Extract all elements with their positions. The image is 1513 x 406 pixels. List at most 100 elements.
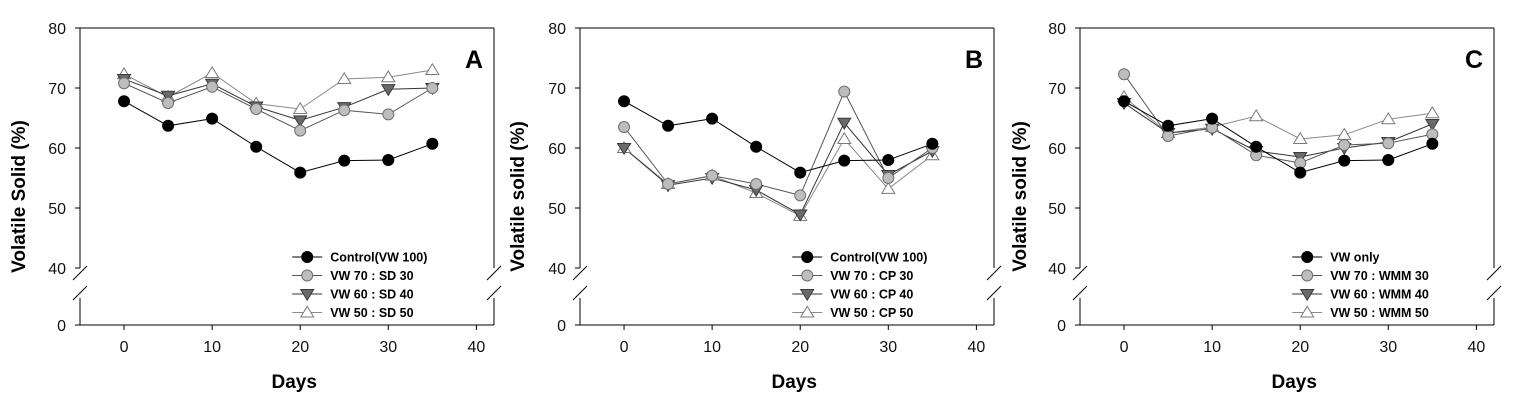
data-point [162, 97, 175, 109]
data-point [1336, 127, 1352, 140]
legend-marker [799, 305, 815, 318]
y-tick-label: 60 [548, 141, 566, 158]
data-point [338, 104, 351, 117]
data-point [380, 70, 396, 83]
data-point [1250, 140, 1263, 153]
data-point [662, 178, 675, 190]
data-point [882, 172, 895, 184]
chart-panel-b: 0 40 50 60 70 80 0 10 20 30 40 Days Volatile solid (… [508, 21, 1002, 393]
legend-label: VW 60 : WMM 40 [1330, 288, 1429, 302]
data-point [618, 121, 631, 133]
x-tick-label: 10 [1203, 339, 1221, 356]
legend-marker [801, 251, 814, 263]
legend: VW only VW 70 : WMM 30 VW 60 : WMM 40 VW 50… [1292, 251, 1429, 320]
data-point [206, 80, 219, 93]
series-line [123, 69, 433, 110]
data-point [882, 154, 895, 166]
data-point [294, 124, 307, 137]
series-line [1123, 100, 1433, 174]
data-point [706, 112, 719, 125]
chart-panel-c: 0 40 50 60 70 80 0 10 20 30 40 Days Volatile solid (… [1010, 21, 1502, 393]
legend-label: Control(VW 100) [330, 251, 427, 265]
data-point [750, 178, 763, 190]
data-point [1248, 109, 1264, 122]
data-point [250, 103, 263, 115]
data-point [662, 119, 675, 132]
data-point [294, 166, 307, 179]
data-point [1424, 118, 1440, 132]
legend-label: VW 50 : SD 50 [330, 306, 413, 320]
y-tick-label: 80 [48, 21, 66, 38]
data-point [926, 137, 939, 150]
legend-label: VW 70 : SD 30 [330, 269, 413, 283]
legend-label: Control(VW 100) [830, 251, 927, 265]
data-point [1380, 112, 1396, 125]
data-point [1206, 112, 1219, 125]
x-tick-label: 30 [1379, 339, 1397, 356]
y-axis-title: Volatile solid (%) [508, 121, 529, 272]
data-point [380, 84, 396, 97]
x-tick-label: 0 [120, 339, 129, 356]
data-point [338, 154, 351, 167]
data-point [706, 169, 719, 182]
data-point [1294, 166, 1307, 179]
x-tick-label: 20 [291, 339, 309, 356]
y-tick-label: 0 [1057, 318, 1066, 335]
y-tick-label: 70 [548, 81, 566, 98]
data-point [426, 137, 439, 150]
legend-label: VW 50 : CP 50 [830, 306, 913, 320]
data-point [118, 77, 131, 90]
legend-label: VW 60 : CP 40 [830, 288, 913, 302]
data-point [426, 82, 439, 94]
series-line [623, 100, 933, 174]
data-point [118, 95, 131, 108]
axis-break-right [1486, 265, 1502, 301]
data-point [838, 154, 851, 167]
data-point [880, 181, 896, 194]
series-line [123, 82, 433, 132]
x-tick-label: 0 [1120, 339, 1129, 356]
x-tick-label: 20 [791, 339, 809, 356]
data-point [292, 115, 308, 128]
y-tick-label: 70 [48, 81, 66, 98]
legend-marker [1299, 288, 1315, 302]
data-point [1426, 137, 1439, 150]
data-point [750, 140, 763, 153]
y-tick-label: 60 [48, 141, 66, 158]
x-tick-label: 30 [379, 339, 397, 356]
series-line [623, 90, 933, 196]
legend-label: VW 60 : SD 40 [330, 288, 413, 302]
x-tick-label: 10 [203, 339, 221, 356]
axis-break-left [72, 265, 88, 301]
legend-marker [1301, 251, 1314, 263]
legend-marker [799, 288, 815, 302]
y-tick-label: 50 [1048, 201, 1066, 218]
x-tick-label: 20 [1291, 339, 1309, 356]
x-tick-label: 40 [1467, 339, 1485, 356]
panel-letter: C [1465, 46, 1483, 74]
data-point [794, 189, 807, 202]
y-tick-label: 40 [548, 261, 566, 278]
y-tick-label: 60 [1048, 141, 1066, 158]
legend: Control(VW 100) VW 70 : CP 30 VW 60 : CP 4… [792, 251, 927, 320]
data-point [160, 90, 176, 103]
data-point [836, 131, 852, 145]
data-point [1424, 106, 1440, 119]
y-tick-label: 0 [557, 318, 566, 335]
data-point [292, 101, 308, 115]
data-point [336, 71, 352, 85]
legend-marker [301, 251, 314, 263]
y-tick-label: 50 [48, 201, 66, 218]
y-tick-label: 80 [548, 21, 566, 38]
axis-break-right [486, 265, 502, 301]
legend: Control(VW 100) VW 70 : SD 30 VW 60 : SD 4… [292, 251, 427, 320]
data-point [206, 112, 219, 125]
data-point [382, 154, 395, 166]
legend-label: VW 50 : WMM 50 [1330, 306, 1429, 320]
data-point [162, 119, 175, 132]
axis-break-left [1072, 265, 1088, 301]
data-point [838, 85, 851, 98]
legend-label: VW 70 : WMM 30 [1330, 269, 1429, 283]
legend-marker [301, 269, 314, 282]
x-tick-label: 10 [703, 339, 721, 356]
